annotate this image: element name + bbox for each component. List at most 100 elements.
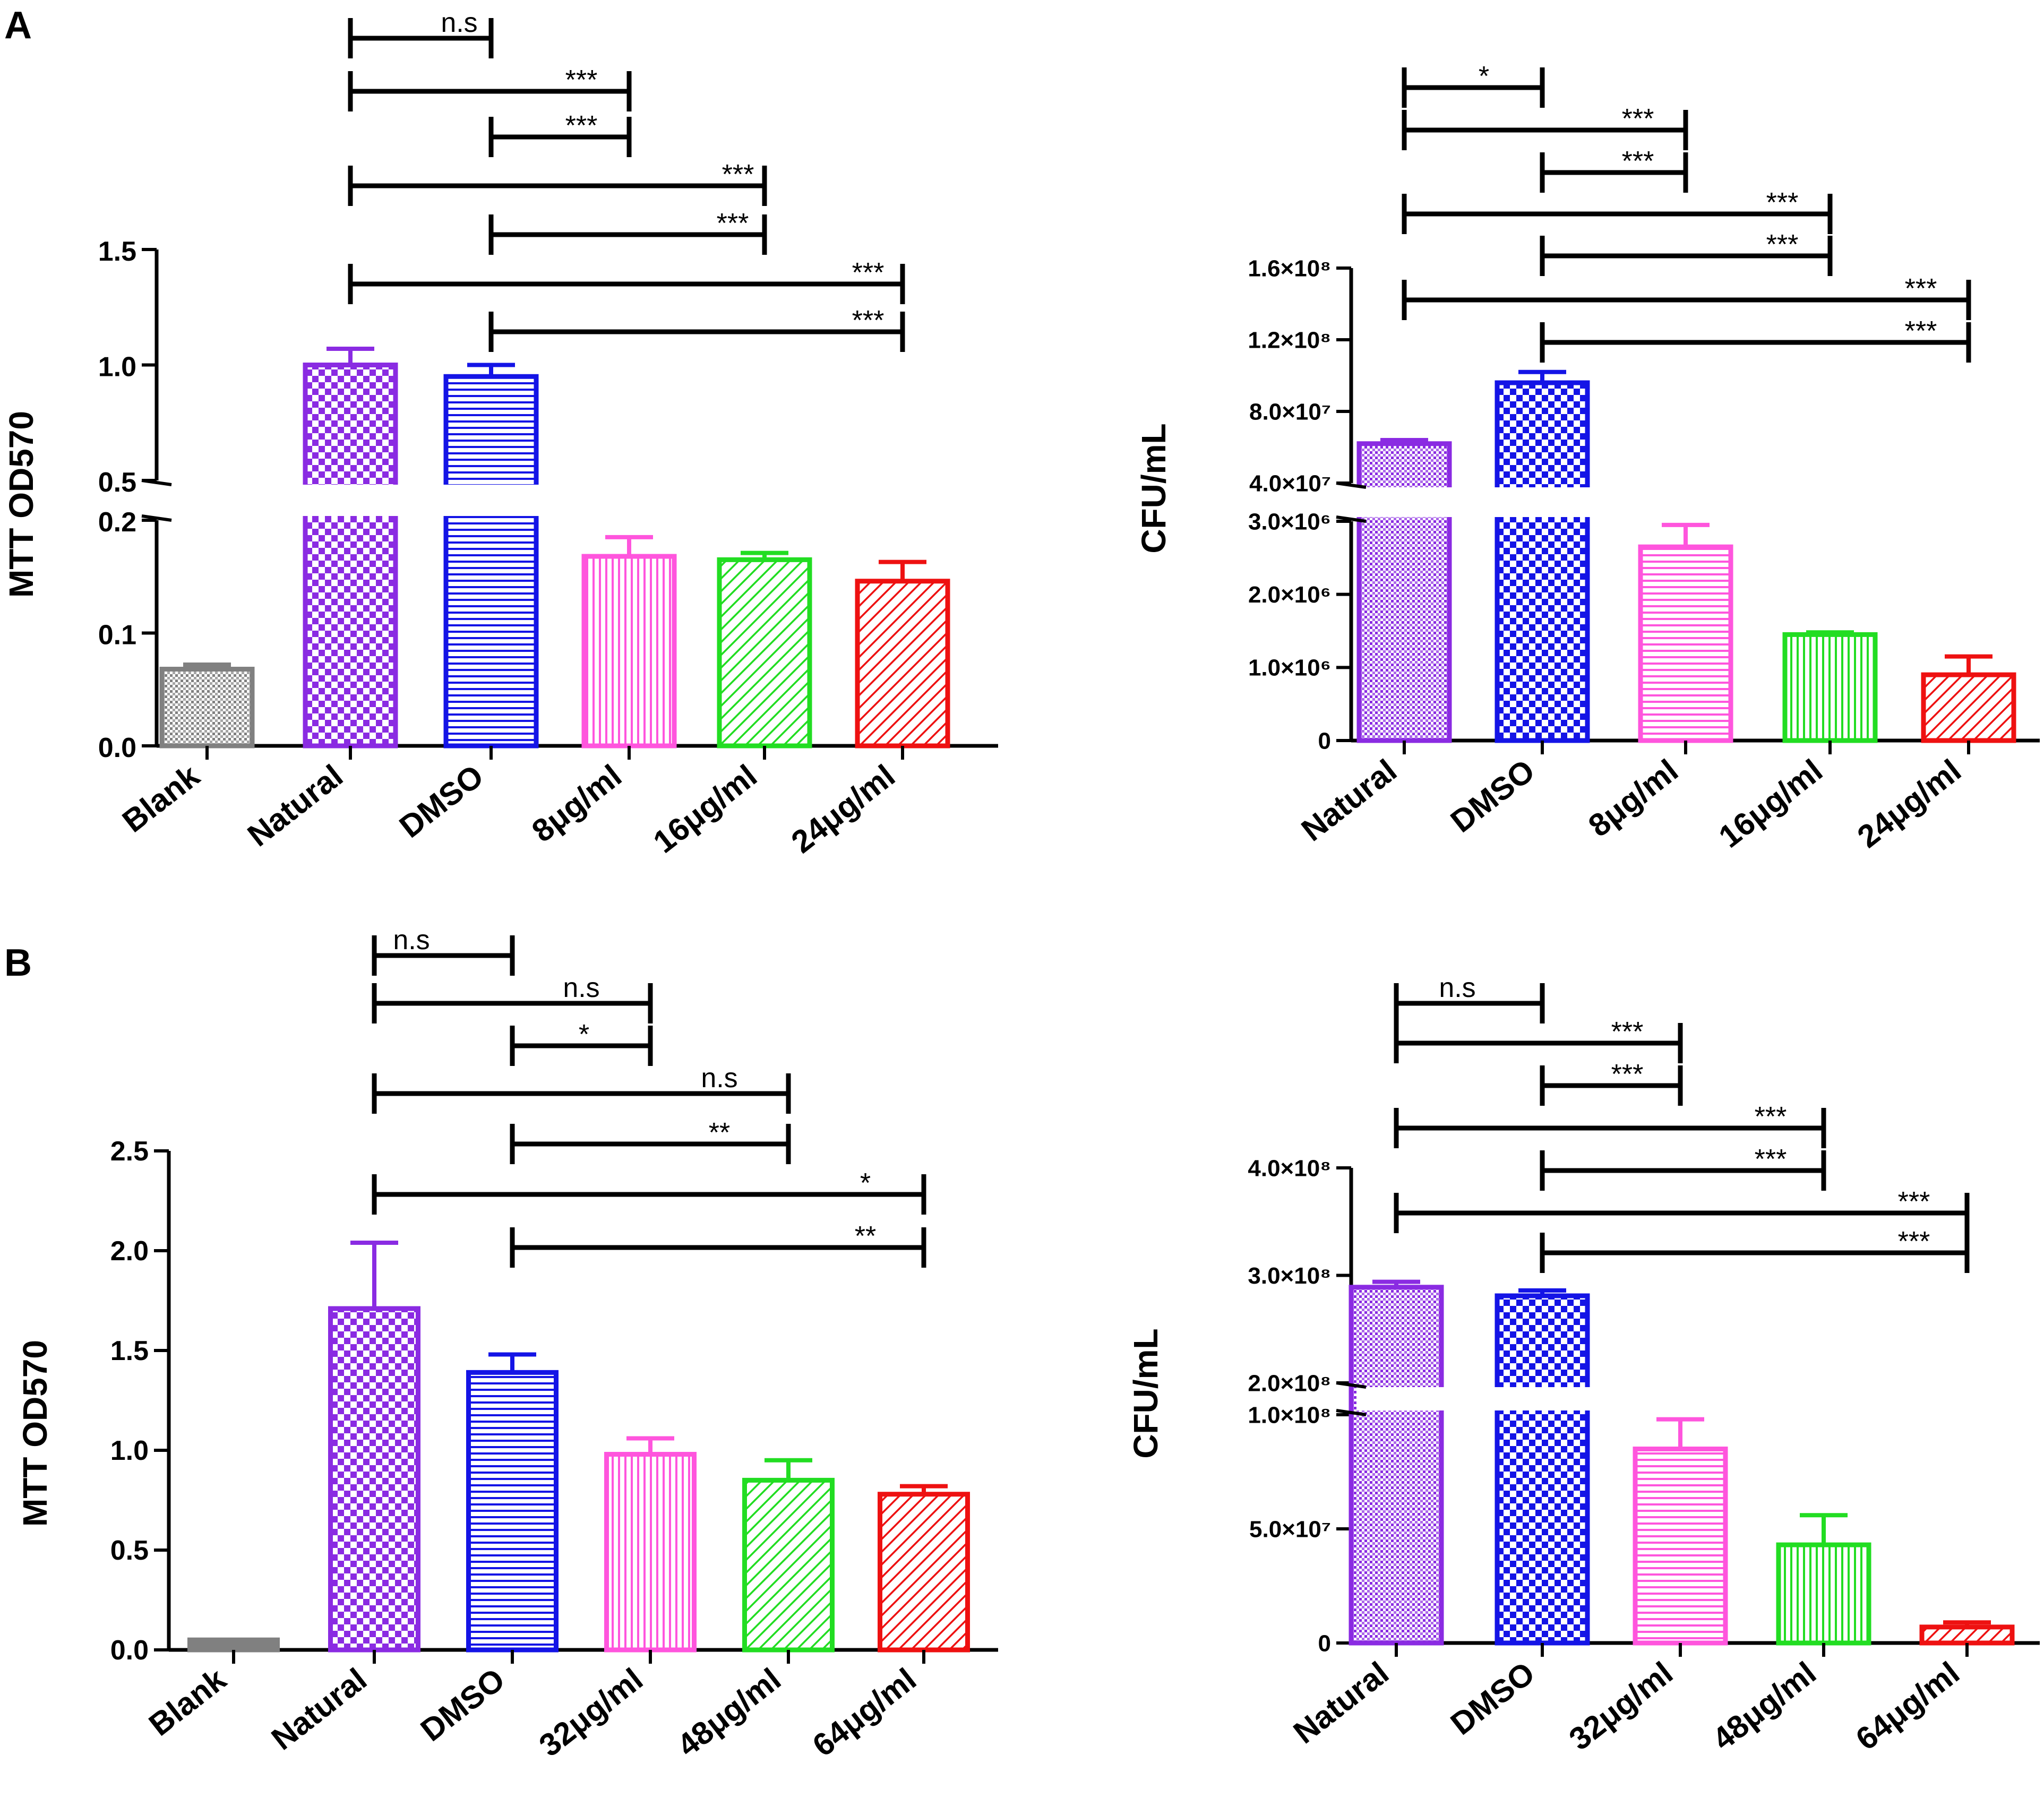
x-tick-label-dmso: DMSO <box>1444 1655 1541 1742</box>
bar-48ug-ml <box>1776 1542 1871 1646</box>
y-tick-label: 0 <box>1318 1630 1331 1656</box>
significance-label: * <box>579 1019 589 1050</box>
axis-break-mark <box>141 479 172 486</box>
significance-label: *** <box>1755 1144 1787 1175</box>
y-tick-label: 0.2 <box>98 507 136 538</box>
x-tick-label-24ug-ml: 24μg/ml <box>785 758 901 859</box>
bar-24ug-ml <box>855 579 950 749</box>
chart-a-left-mtt: 0.0 0.1 0.2 0.5 1.0 1.5 MTT OD570 Blank Natural D… <box>2 7 1003 860</box>
y-tick-label: 0.5 <box>110 1535 149 1566</box>
significance-label: *** <box>722 159 754 190</box>
y-axis-label: CFU/mL <box>1135 423 1173 553</box>
significance-bracket: *** <box>1394 1186 1970 1233</box>
significance-bracket: *** <box>1394 1102 1826 1148</box>
significance-label: *** <box>1766 187 1799 218</box>
significance-bracket: *** <box>488 110 632 157</box>
y-tick-label: 1.0 <box>98 352 136 383</box>
bar-dmso <box>443 374 539 749</box>
significance-label: *** <box>1898 1186 1930 1217</box>
significance-bracket: *** <box>348 257 905 304</box>
y-axis-label: MTT OD570 <box>16 1340 54 1527</box>
x-tick-label-64ug-ml: 64μg/ml <box>1849 1655 1966 1757</box>
significance-bracket: n.s <box>372 973 653 1023</box>
significance-label: *** <box>717 208 749 239</box>
bar-16ug-ml <box>1782 632 1878 743</box>
bar-dmso <box>466 1370 559 1653</box>
significance-bracket: ** <box>510 1117 791 1164</box>
significance-label: *** <box>1766 229 1799 260</box>
bar-16ug-ml <box>717 557 812 749</box>
significance-bracket: *** <box>1540 1144 1826 1191</box>
x-tick-label-natural: Natural <box>1295 752 1403 848</box>
significance-bracket: *** <box>1540 229 1833 276</box>
x-tick-label-16ug-ml: 16μg/ml <box>647 758 763 859</box>
significance-label: *** <box>1611 1059 1644 1090</box>
bar-8ug-ml <box>581 554 677 749</box>
y-tick-label: 1.6×10⁸ <box>1248 255 1331 281</box>
y-tick-label: 0.5 <box>98 467 136 498</box>
significance-bracket: n.s <box>1394 973 1545 1023</box>
significance-label: *** <box>852 257 884 288</box>
axis-break-gap <box>1356 487 2044 517</box>
significance-label: *** <box>1898 1226 1930 1257</box>
significance-label: n.s <box>563 973 599 1003</box>
significance-label: *** <box>1905 316 1937 347</box>
significance-bracket: * <box>510 1019 653 1066</box>
significance-bracket: *** <box>1540 316 1971 363</box>
y-tick-label: 2.0 <box>110 1236 149 1267</box>
significance-bracket: *** <box>1540 1226 1970 1273</box>
x-tick-label-8ug-ml: 8μg/ml <box>525 758 628 849</box>
bar-32ug-ml <box>604 1452 697 1653</box>
bar-dmso <box>1495 380 1590 743</box>
axis-break-mark <box>141 514 172 522</box>
bar-48ug-ml <box>742 1477 835 1653</box>
x-tick-label-24ug-ml: 24μg/ml <box>1851 752 1968 854</box>
x-tick-label-dmso: DMSO <box>414 1661 511 1748</box>
significance-bracket: *** <box>348 159 767 206</box>
y-tick-label: 4.0×10⁸ <box>1248 1155 1331 1181</box>
y-tick-label: 3.0×10⁸ <box>1248 1263 1331 1289</box>
significance-label: *** <box>1611 1017 1644 1047</box>
significance-label: *** <box>1755 1102 1787 1132</box>
significance-label: * <box>1479 61 1489 92</box>
axis-break-mark <box>1336 515 1367 523</box>
significance-bracket: *** <box>348 65 632 111</box>
chart-b-right-cfu: 0 5.0×10⁷ 1.0×10⁸ 2.0×10⁸ 3.0×10⁸ 4.0×10⁸ CFU/… <box>1127 973 2044 1757</box>
significance-bracket: * <box>372 1168 926 1215</box>
significance-bracket: * <box>1402 61 1545 108</box>
significance-bracket: *** <box>1394 1017 1683 1063</box>
axis-break-mark <box>1336 1409 1367 1416</box>
significance-bracket: *** <box>1402 273 1971 320</box>
significance-label: *** <box>1622 104 1654 134</box>
y-tick-label: 0 <box>1318 728 1331 754</box>
bar-64ug-ml <box>878 1492 970 1653</box>
significance-bracket: *** <box>1540 1059 1683 1106</box>
bar-natural <box>303 363 398 749</box>
significance-label: n.s <box>441 7 477 38</box>
significance-label: *** <box>852 305 884 336</box>
significance-label: n.s <box>701 1063 737 1094</box>
significance-label: ** <box>709 1117 730 1148</box>
y-tick-label: 3.0×10⁶ <box>1248 509 1331 535</box>
x-tick-label-48ug-ml: 48μg/ml <box>1706 1655 1823 1757</box>
bar-natural <box>328 1306 420 1653</box>
bar-dmso <box>1495 1293 1590 1646</box>
x-tick-label-dmso: DMSO <box>1444 752 1541 839</box>
y-tick-label: 8.0×10⁷ <box>1249 399 1331 425</box>
significance-label: *** <box>565 65 598 96</box>
significance-label: *** <box>1622 146 1654 177</box>
significance-label: n.s <box>393 925 430 956</box>
bar-32ug-ml <box>1633 1447 1728 1646</box>
chart-b-left-mtt: 0.0 0.5 1.0 1.5 2.0 2.5 MTT OD570 Blank Natural D… <box>16 925 998 1763</box>
bar-24ug-ml <box>1921 672 2016 743</box>
significance-bracket: *** <box>488 305 905 352</box>
y-tick-label: 2.0×10⁶ <box>1248 582 1331 608</box>
axis-break-mark <box>1336 481 1367 489</box>
y-tick-label: 1.5 <box>110 1336 149 1366</box>
x-tick-label-32ug-ml: 32μg/ml <box>533 1661 649 1763</box>
significance-bracket: n.s <box>372 925 515 976</box>
significance-bracket: *** <box>1402 104 1688 150</box>
y-tick-label: 0.0 <box>98 733 136 763</box>
significance-bracket: *** <box>1540 146 1688 193</box>
